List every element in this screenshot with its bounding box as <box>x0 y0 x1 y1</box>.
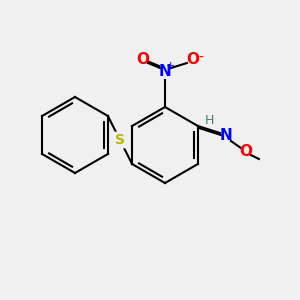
Text: +: + <box>165 61 175 71</box>
Text: O: O <box>187 52 200 68</box>
Text: O: O <box>136 52 149 68</box>
Text: -: - <box>199 51 203 65</box>
Text: S: S <box>115 133 125 147</box>
Text: N: N <box>220 128 232 143</box>
Text: N: N <box>159 64 171 80</box>
Text: H: H <box>205 115 214 128</box>
Text: O: O <box>239 143 252 158</box>
